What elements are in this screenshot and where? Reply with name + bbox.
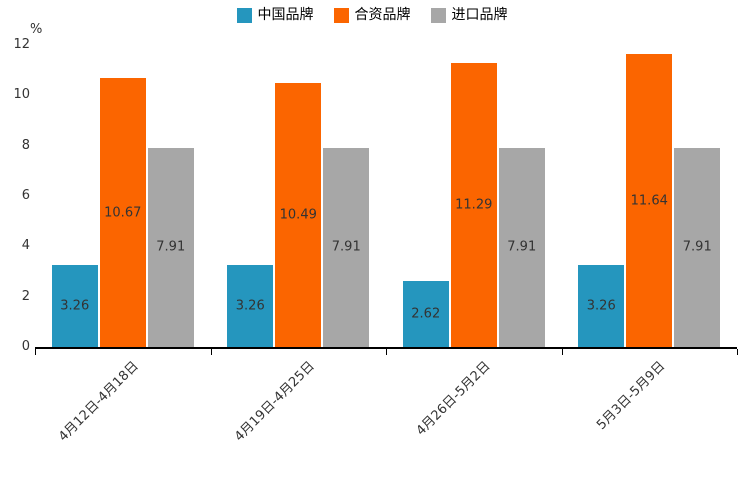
x-axis-tick <box>386 349 387 355</box>
bar-value-label: 7.91 <box>507 239 537 255</box>
y-tick-label: 4 <box>21 238 30 254</box>
plot-area: 3.26 10.67 7.91 3.26 10.49 7.91 2.62 11.29 7.91 3… <box>35 45 737 349</box>
legend-label: 中国品牌 <box>257 7 314 23</box>
bar-value-label: 2.62 <box>411 306 441 322</box>
legend-item-2[interactable]: 合资品牌 <box>333 7 411 23</box>
bar-value-label: 7.91 <box>156 239 186 255</box>
bar-value-label: 3.26 <box>586 298 616 314</box>
bar-value-label: 7.91 <box>682 239 712 255</box>
bar-series-2: 10.49 <box>275 83 322 347</box>
bar-group: 3.26 11.64 7.91 <box>562 45 738 347</box>
y-axis-unit-label: % <box>30 22 43 37</box>
y-tick-label: 12 <box>13 37 30 52</box>
y-tick-label: 6 <box>21 188 30 203</box>
bar-value-label: 10.67 <box>104 205 142 221</box>
bar-series-2: 11.64 <box>626 54 673 347</box>
x-category-label: 5月3日-5月9日 <box>594 358 669 433</box>
legend-label: 合资品牌 <box>354 7 411 23</box>
bar-series-1: 3.26 <box>51 264 98 347</box>
bar-series-1: 2.62 <box>402 281 449 347</box>
bar-group: 3.26 10.67 7.91 <box>35 45 211 347</box>
y-tick-label: 10 <box>13 87 30 103</box>
bar-group: 3.26 10.49 7.91 <box>211 45 387 347</box>
x-axis-tick <box>210 349 212 355</box>
bar-series-2: 10.67 <box>99 78 146 347</box>
x-category-label: 4月26日-5月2日 <box>413 358 494 439</box>
bar-series-3: 7.91 <box>674 147 721 347</box>
x-category-label: 4月19日-4月25日 <box>231 358 318 445</box>
bar-value-label: 3.26 <box>60 298 90 314</box>
x-category-label: 4月12日-4月18日 <box>56 358 143 445</box>
x-axis-tick <box>35 349 36 355</box>
legend-label: 进口品牌 <box>451 7 508 23</box>
bar-series-3: 7.91 <box>323 147 370 347</box>
legend-item-3[interactable]: 进口品牌 <box>430 7 508 23</box>
y-tick-label: 8 <box>21 137 30 153</box>
bar-series-1: 3.26 <box>227 264 274 347</box>
legend-swatch-icon <box>333 8 349 23</box>
bar-series-2: 11.29 <box>450 62 497 347</box>
legend-swatch-icon <box>236 8 252 23</box>
y-tick-label: 0 <box>21 339 30 354</box>
bar-series-1: 3.26 <box>578 264 625 347</box>
legend-item-1[interactable]: 中国品牌 <box>236 7 314 23</box>
bar-series-3: 7.91 <box>498 147 545 347</box>
bar-group: 2.62 11.29 7.91 <box>386 45 562 347</box>
x-axis-tick <box>561 349 563 355</box>
bar-value-label: 7.91 <box>331 239 361 255</box>
bar-value-label: 11.64 <box>630 193 668 209</box>
x-axis-tick <box>737 349 738 355</box>
y-tick-label: 2 <box>21 288 30 304</box>
legend-swatch-icon <box>430 8 446 23</box>
chart-legend: 中国品牌 合资品牌 进口品牌 <box>0 8 744 23</box>
bar-value-label: 10.49 <box>279 207 317 223</box>
bar-series-3: 7.91 <box>147 147 194 347</box>
bar-value-label: 3.26 <box>235 298 265 314</box>
bar-value-label: 11.29 <box>455 197 493 213</box>
